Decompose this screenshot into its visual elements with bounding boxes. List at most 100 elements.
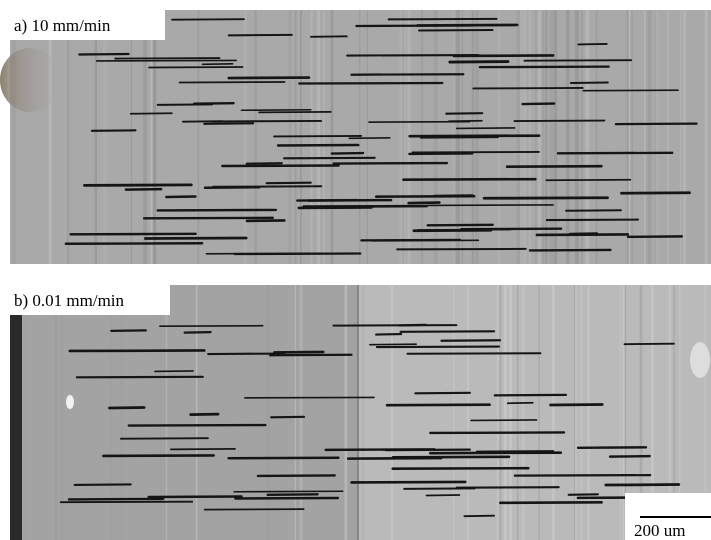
streak [61, 285, 63, 540]
crack-line [273, 350, 325, 354]
streak [55, 285, 58, 540]
streak [627, 10, 632, 264]
crack-line [626, 235, 684, 239]
streak [639, 285, 643, 540]
streak [66, 10, 69, 264]
label-box [10, 285, 170, 315]
streak [538, 10, 541, 264]
crack-line [270, 415, 306, 419]
crack-line [604, 483, 681, 487]
streak [678, 285, 681, 540]
crack-line [576, 446, 648, 450]
streak [294, 285, 297, 540]
crack-line [521, 102, 556, 106]
crack-line [189, 412, 220, 417]
streak [549, 10, 554, 264]
streak [678, 285, 680, 540]
crack-line [535, 233, 630, 237]
crack-line [69, 232, 197, 236]
crack-line [608, 454, 651, 458]
streak [704, 10, 708, 264]
crack-line [463, 514, 495, 518]
streak [254, 10, 257, 264]
crack-line [623, 342, 675, 346]
streak [645, 10, 647, 264]
crack-line [298, 81, 444, 85]
crack-line [350, 480, 467, 484]
crack-line [406, 352, 542, 355]
crack-line [159, 324, 264, 328]
crack-line [78, 52, 130, 56]
streak [626, 10, 630, 264]
crack-line [148, 66, 244, 69]
crack-line [425, 494, 461, 497]
streak [103, 10, 107, 264]
streak [622, 285, 625, 540]
crack-line [472, 87, 584, 90]
crack-line [582, 89, 679, 92]
crack-line [403, 487, 476, 490]
crack-line [269, 353, 353, 357]
crack-line [233, 252, 362, 256]
crack-line [283, 156, 376, 160]
crack-line [245, 219, 286, 223]
crack-line [545, 178, 632, 182]
streak [48, 10, 52, 264]
streak [195, 285, 198, 540]
streak [668, 285, 672, 540]
crack-line [549, 403, 604, 407]
streak [509, 285, 512, 540]
panel-a-background [10, 10, 711, 264]
streak [595, 10, 598, 264]
crack-line [127, 423, 267, 427]
crack-line [67, 497, 165, 501]
crack-line [426, 223, 494, 227]
streak [575, 285, 577, 540]
crack-line [227, 456, 340, 460]
crack-line [433, 194, 474, 197]
streak [545, 10, 548, 264]
streaks [24, 285, 706, 540]
streak [580, 285, 583, 540]
specimen-edge [0, 48, 60, 112]
streak [574, 10, 579, 264]
crack-line [143, 236, 248, 240]
streak [498, 285, 502, 540]
crack-line [119, 437, 209, 440]
crack-line [346, 53, 480, 57]
crack-line [408, 134, 541, 138]
crack-lines [59, 323, 684, 518]
crack-line [407, 201, 441, 205]
streak [680, 10, 682, 264]
streak [266, 285, 269, 540]
streak [143, 10, 148, 264]
streak [625, 285, 627, 540]
streak [666, 10, 670, 264]
crack-line [577, 43, 608, 46]
crack-line [397, 323, 427, 327]
streak [706, 10, 709, 264]
crack-line [545, 218, 640, 222]
crack-line [59, 500, 194, 504]
streak [551, 285, 555, 540]
crack-line [419, 135, 499, 139]
crack-line [178, 81, 286, 84]
crack-line [332, 324, 458, 327]
streak [120, 285, 123, 540]
crack-line [227, 33, 293, 37]
crack-line [569, 81, 609, 84]
crack-line [276, 143, 360, 147]
streak [299, 285, 303, 540]
streak [402, 10, 406, 264]
crack-line [83, 183, 193, 187]
crack-line [418, 29, 494, 32]
streak [359, 10, 361, 264]
streak [585, 10, 590, 264]
crack-line [256, 474, 336, 478]
streak [538, 285, 540, 540]
crack-line [154, 370, 194, 373]
streak [453, 285, 455, 540]
crack-line [258, 110, 332, 114]
crack-line [499, 501, 603, 505]
crack-line [348, 137, 391, 140]
